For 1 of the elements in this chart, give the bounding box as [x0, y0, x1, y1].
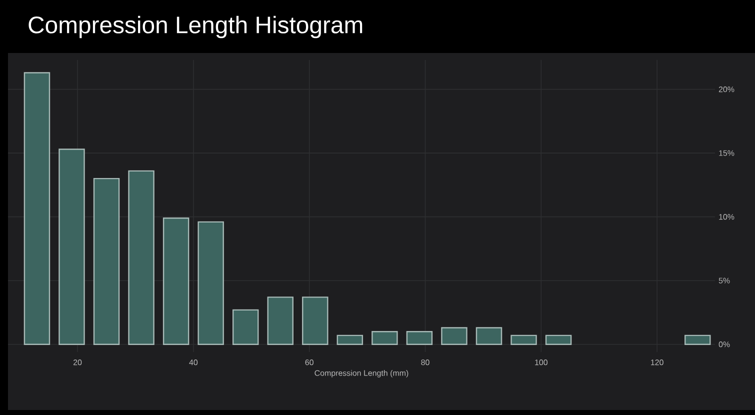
chart-title: Compression Length Histogram: [28, 16, 362, 38]
